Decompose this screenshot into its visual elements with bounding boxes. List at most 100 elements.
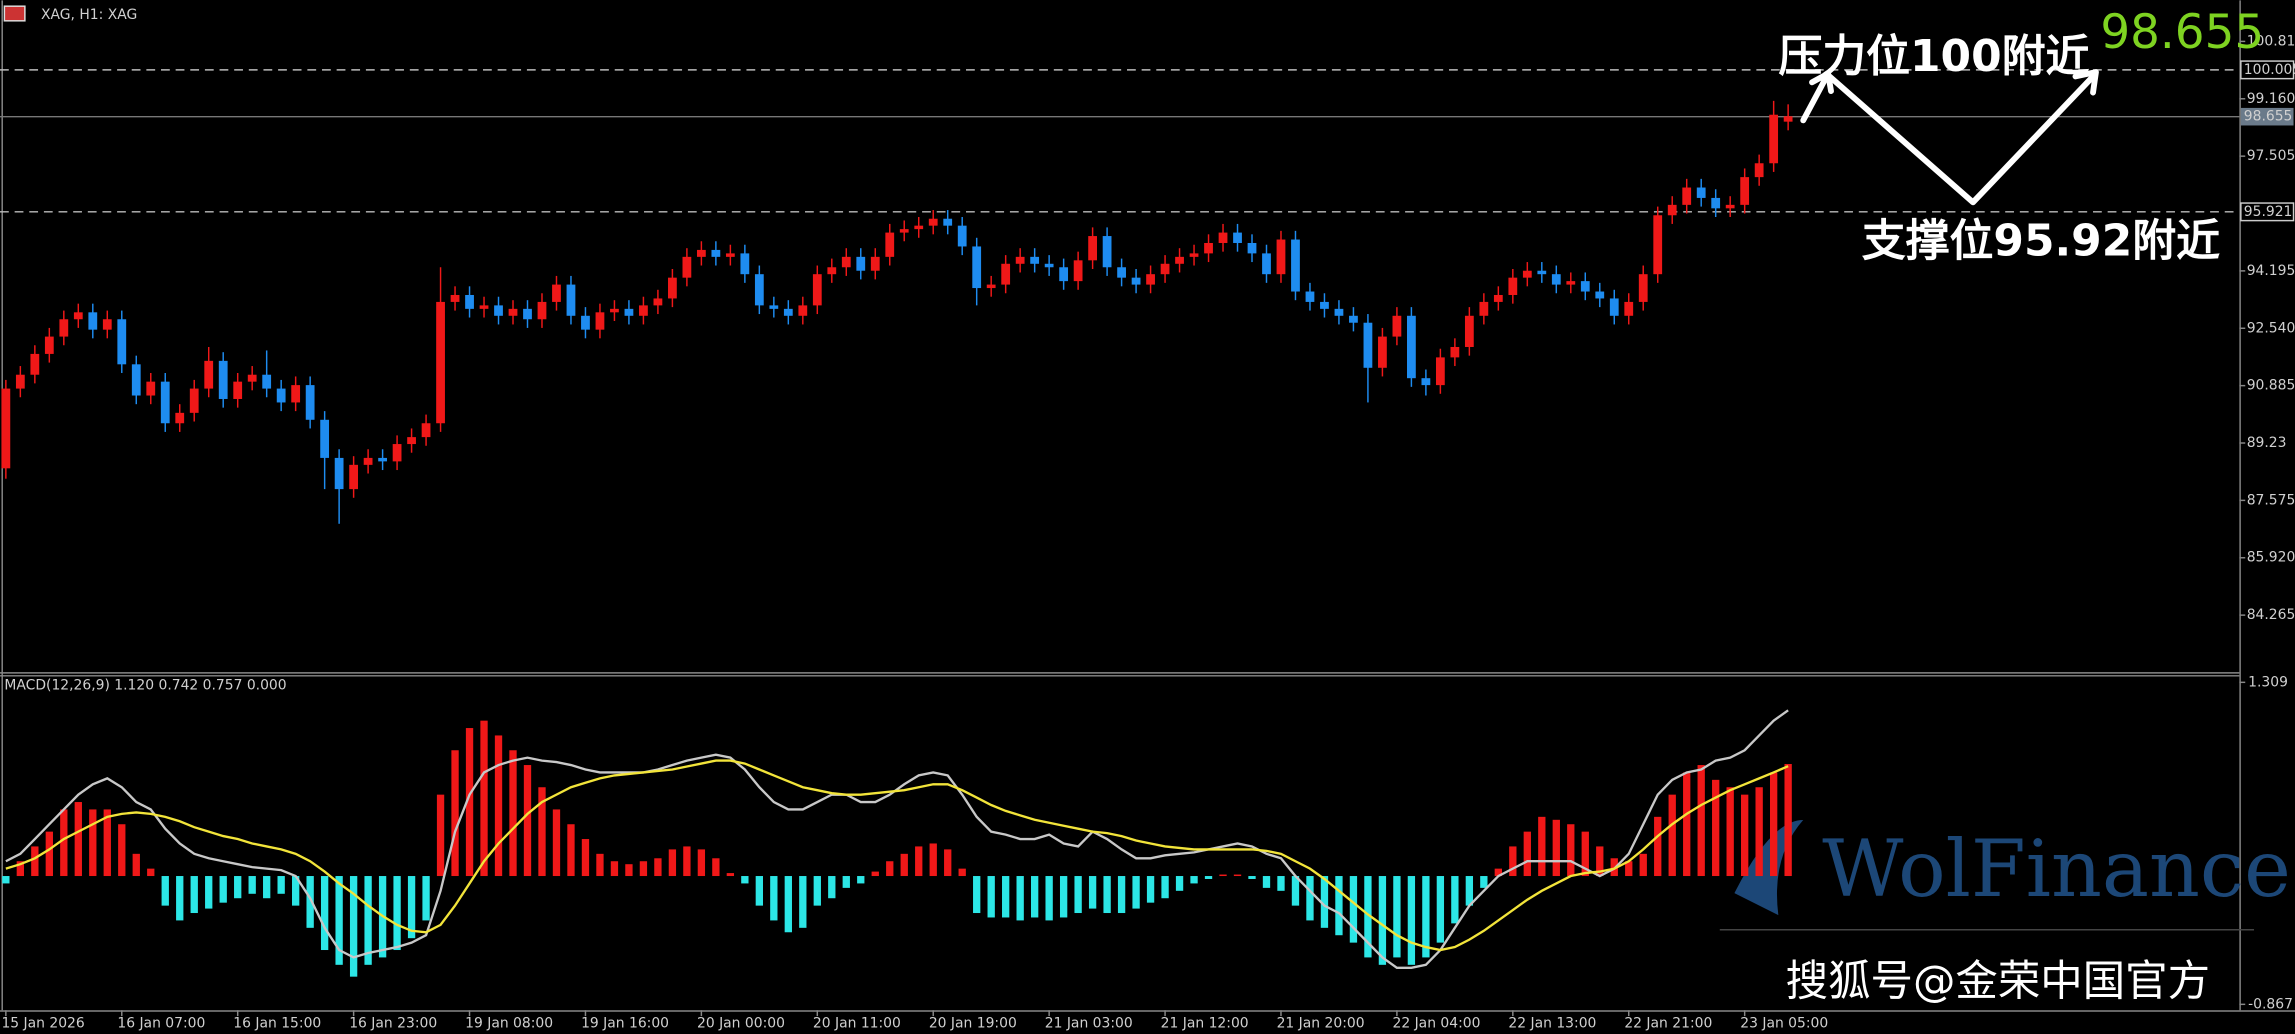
histogram-bar: [741, 876, 749, 884]
histogram-bar: [1045, 876, 1053, 921]
candle-body: [1740, 177, 1750, 205]
histogram-bar: [451, 750, 459, 877]
histogram-bar: [538, 787, 546, 877]
candle-body: [943, 218, 953, 226]
candle-body: [1088, 236, 1098, 261]
histogram-bar: [31, 846, 39, 877]
histogram-bar: [219, 876, 227, 903]
candle-body: [841, 256, 851, 268]
candle-body: [262, 374, 272, 389]
histogram-bar: [1480, 876, 1488, 888]
price-level-box: [2240, 107, 2294, 126]
x-tick-label: 22 Jan 13:00: [1508, 1015, 1596, 1031]
histogram-bar: [161, 876, 169, 906]
candle-body: [1160, 263, 1170, 275]
histogram-bar: [1422, 876, 1430, 958]
candle-body: [1464, 315, 1474, 347]
candle-body: [1754, 163, 1764, 178]
x-tick-label: 22 Jan 04:00: [1393, 1015, 1481, 1031]
histogram-bar: [639, 861, 648, 877]
histogram-bar: [654, 858, 662, 877]
y-tick-label: 89.23: [2247, 435, 2287, 451]
candle-body: [1030, 256, 1040, 264]
histogram-bar: [712, 858, 720, 877]
candle-body: [146, 381, 156, 396]
histogram-bar: [1683, 772, 1691, 877]
histogram-bar: [1596, 846, 1604, 877]
candle-body: [1015, 256, 1025, 264]
histogram-bar: [1364, 876, 1372, 958]
x-tick-label: 20 Jan 11:00: [813, 1015, 901, 1031]
histogram-bar: [1581, 831, 1589, 877]
candle-body: [479, 305, 489, 309]
histogram-bar: [915, 846, 923, 877]
histogram-bar: [291, 876, 300, 906]
x-tick-label: 21 Jan 12:00: [1161, 1015, 1249, 1031]
histogram-bar: [973, 876, 981, 914]
candle-body: [117, 319, 127, 365]
candle-body: [189, 388, 199, 413]
histogram-bar: [1451, 876, 1459, 924]
histogram-bar: [190, 876, 198, 914]
candle-body: [421, 423, 431, 438]
candle-body: [131, 364, 141, 396]
candle-body: [1638, 274, 1648, 302]
candle-body: [639, 305, 648, 316]
histogram-bar: [697, 849, 706, 877]
candle-body: [986, 284, 996, 289]
candle-body: [1117, 267, 1126, 278]
histogram-bar: [465, 728, 474, 877]
candle-body: [914, 225, 924, 230]
macd-label: MACD(12,26,9) 1.120 0.742 0.757 0.000: [4, 677, 286, 693]
histogram-bar: [1030, 876, 1039, 918]
histogram-bar: [581, 839, 590, 877]
candle-body: [494, 305, 503, 316]
histogram-bar: [277, 876, 285, 894]
histogram-bar: [1059, 876, 1068, 918]
histogram-bar: [1088, 876, 1097, 909]
candle-body: [1711, 197, 1721, 209]
histogram-bar: [726, 873, 735, 877]
histogram-bar: [364, 876, 372, 965]
signal-line: [5, 759, 1789, 952]
histogram-bar: [306, 876, 314, 928]
histogram-bar: [828, 876, 836, 899]
candle-body: [276, 388, 286, 403]
candle-body: [827, 267, 837, 275]
x-tick-label: 16 Jan 23:00: [349, 1015, 437, 1031]
y-tick-label: 94.195: [2247, 263, 2295, 279]
histogram-bar: [857, 876, 865, 884]
arrowhead: [1809, 70, 1834, 95]
candle-body: [1363, 322, 1373, 368]
histogram-bar: [1625, 861, 1633, 877]
histogram-bar: [176, 876, 184, 921]
candle-body: [233, 381, 243, 399]
histogram-bar: [1726, 787, 1734, 877]
histogram-bar: [1639, 853, 1647, 877]
histogram-bar: [1668, 794, 1676, 877]
x-tick-label: 23 Jan 05:00: [1740, 1015, 1828, 1031]
candle-body: [175, 412, 185, 424]
histogram-bar: [1016, 876, 1024, 921]
arrows: [1800, 69, 2099, 206]
candle-body: [1073, 260, 1083, 282]
histogram-bar: [552, 809, 561, 877]
histogram-bar: [900, 853, 908, 877]
histogram-bar: [1320, 876, 1329, 928]
price-level-box: [2240, 60, 2295, 80]
candle-body: [1696, 187, 1706, 198]
watermark: WolFinance: [1822, 823, 2291, 915]
candle-body: [44, 336, 54, 354]
price-level-label: 95.921: [2244, 204, 2293, 220]
candle-body: [972, 246, 982, 289]
candle-body: [1175, 256, 1184, 264]
candle-body: [1783, 116, 1793, 122]
candle-body: [523, 308, 532, 320]
histogram-bar: [118, 824, 126, 877]
candle-body: [1, 388, 11, 469]
candle-body: [870, 256, 880, 271]
histogram-bar: [320, 876, 329, 951]
candle-body: [1479, 301, 1489, 316]
histogram-bar: [1494, 868, 1502, 877]
chart-title: XAG, H1: XAG: [41, 7, 137, 23]
